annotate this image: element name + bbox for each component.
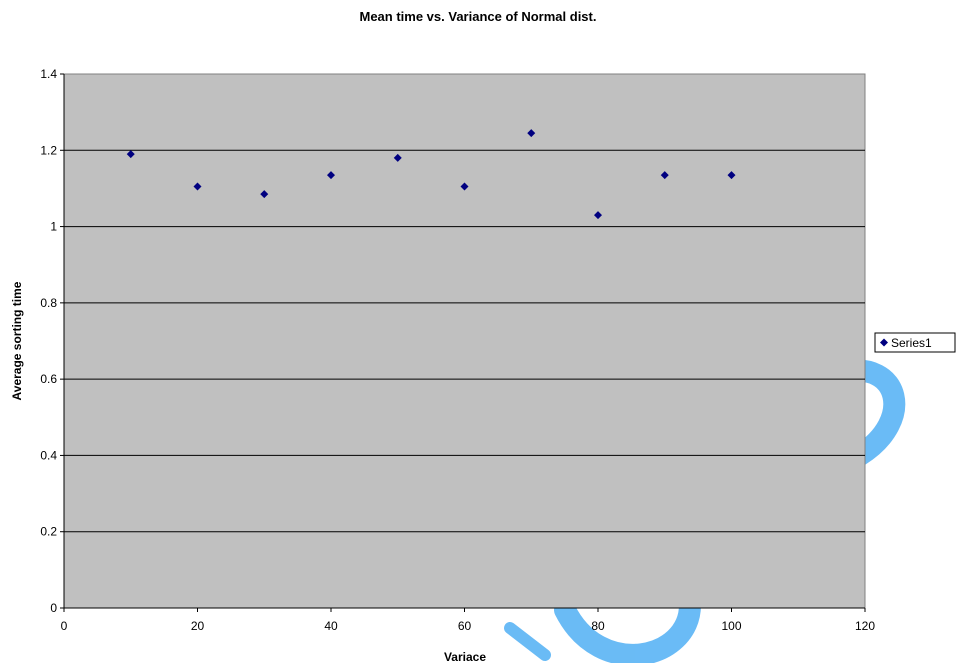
data-point-0-9: [727, 171, 736, 180]
chart-title: Mean time vs. Variance of Normal dist.: [360, 9, 597, 24]
y-axis-ticks: 0 0.2 0.4 0.6 0.8 1 1.2 1.4: [40, 67, 64, 615]
y-tick-label-6: 1.2: [40, 143, 57, 157]
data-point-0-1: [193, 182, 202, 191]
x-tick-label-0: 0: [61, 619, 68, 633]
y-tick-label-2: 0.4: [40, 448, 57, 462]
legend-box: [874, 332, 956, 353]
legend-label: Series1: [891, 336, 932, 350]
y-tick-label-1: 0.2: [40, 525, 57, 539]
x-tick-label-1: 20: [191, 619, 205, 633]
x-axis-ticks: 0 20 40 60 80 100 120: [61, 608, 875, 633]
y-tick-label-0: 0: [50, 601, 57, 615]
x-tick-label-2: 40: [324, 619, 338, 633]
data-point-0-4: [393, 153, 402, 162]
data-point-0-2: [260, 190, 269, 199]
plot-area: [63, 73, 866, 609]
data-point-0-0: [126, 150, 135, 159]
y-axis-title: Average sorting time: [10, 281, 24, 400]
y-tick-label-4: 0.8: [40, 296, 57, 310]
gridlines: [64, 149, 865, 533]
x-tick-label-6: 120: [855, 619, 875, 633]
x-tick-label-5: 100: [721, 619, 741, 633]
data-points: [126, 129, 736, 220]
data-point-0-5: [460, 182, 469, 191]
y-tick-label-3: 0.6: [40, 372, 57, 386]
y-tick-label-5: 1: [50, 220, 57, 234]
legend: Series1: [874, 332, 956, 353]
x-tick-label-4: 80: [591, 619, 605, 633]
data-point-0-6: [527, 129, 536, 138]
data-point-0-3: [327, 171, 335, 180]
x-axis-title: Variace: [444, 650, 486, 663]
data-point-0-7: [594, 211, 602, 220]
x-tick-label-3: 60: [458, 619, 472, 633]
data-point-0-8: [660, 171, 669, 180]
legend-marker: [880, 338, 888, 347]
y-tick-label-7: 1.4: [40, 67, 57, 81]
